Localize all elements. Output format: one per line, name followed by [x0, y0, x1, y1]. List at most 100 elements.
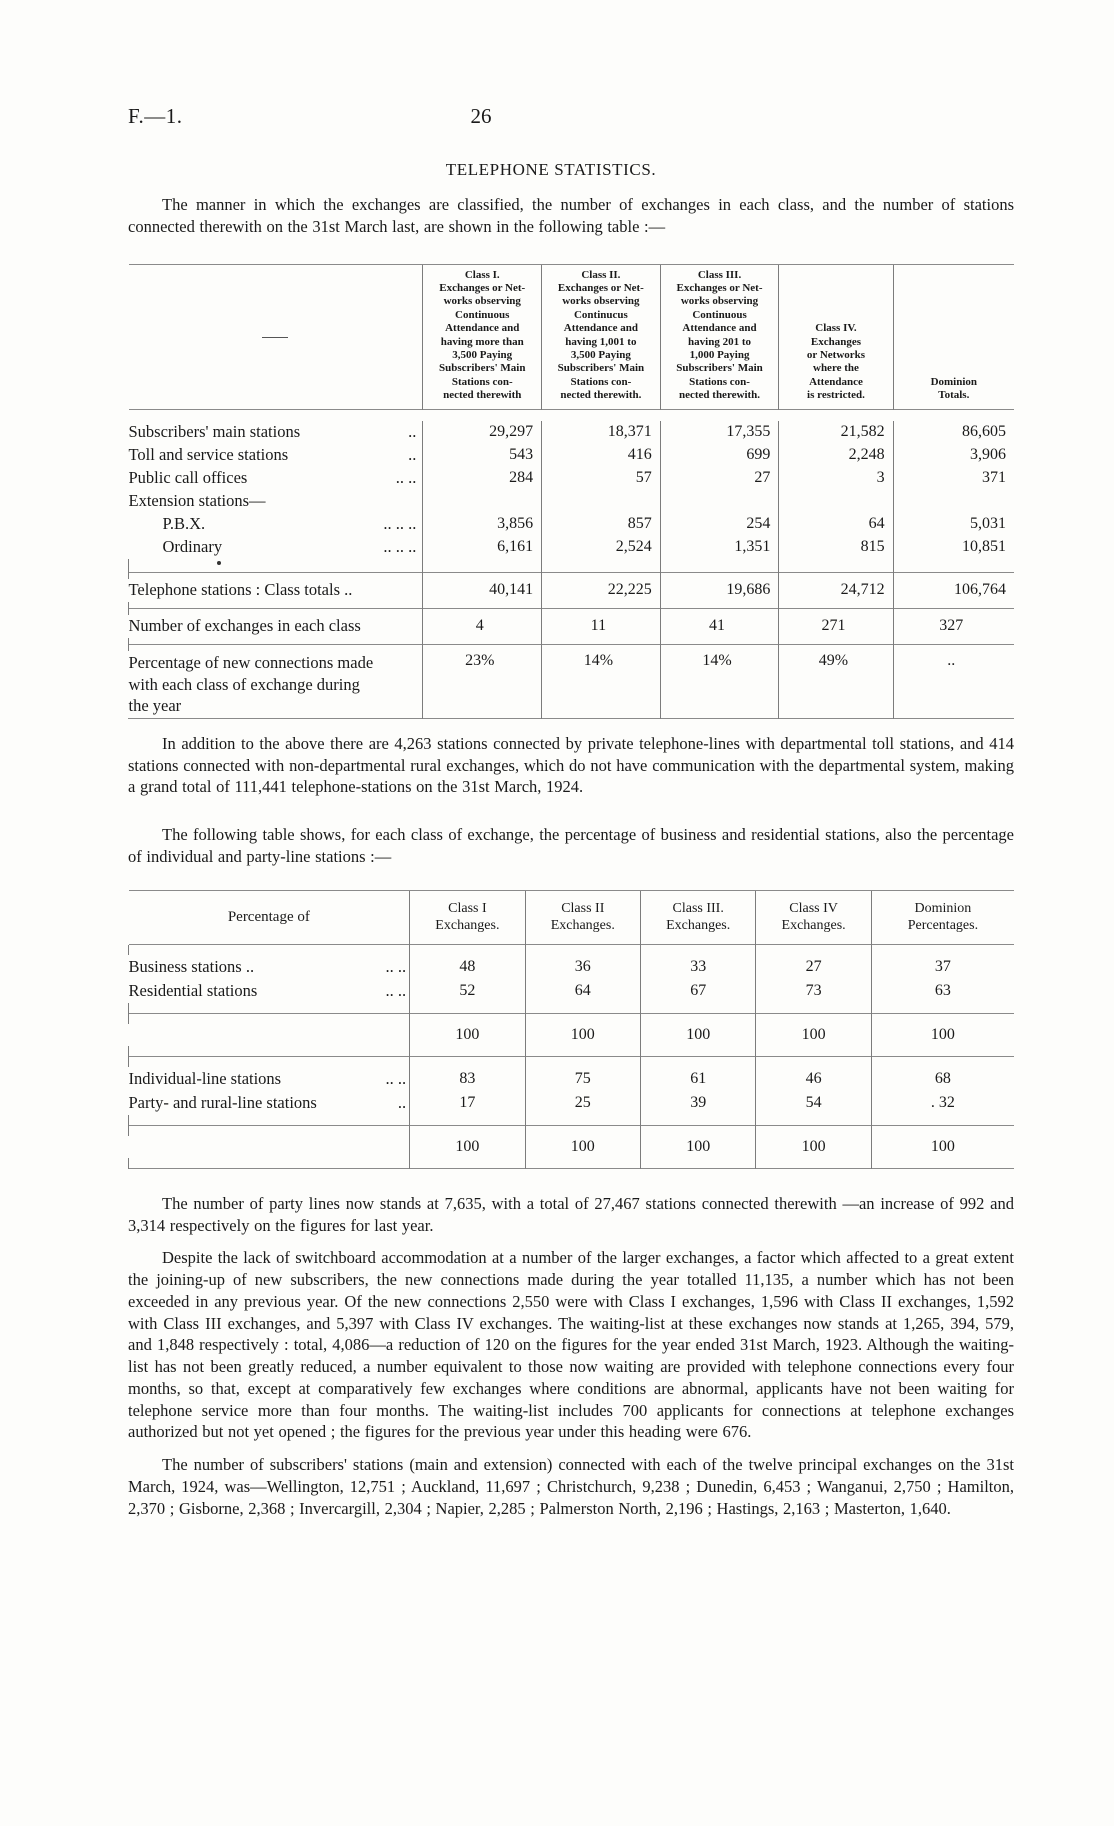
cell-class2: 25 [524, 1090, 641, 1115]
table2-header-rule [128, 943, 1014, 945]
spacer-cell [524, 1157, 641, 1169]
table2-spacer [127, 1045, 1014, 1057]
rule-dom [871, 943, 1014, 945]
spacer-cell [422, 601, 542, 609]
cell-class3: 67 [639, 978, 756, 1003]
rule-c1 [422, 571, 542, 573]
cell-class2: 64 [524, 978, 641, 1003]
spacer-cell [541, 637, 661, 645]
cell-class1: 284 [422, 466, 542, 490]
cell-class1: 17 [409, 1090, 526, 1115]
subtotal1-class2: 100 [524, 1023, 641, 1046]
bullet-dom [892, 558, 1014, 573]
spacer-cell [870, 1013, 1014, 1024]
row-label-pbx: P.B.X. .. .. .. [129, 513, 423, 536]
document-reference: F.—1. [128, 104, 183, 128]
rule-stub [127, 571, 423, 573]
bullet-c1 [422, 558, 542, 573]
table1-bullet-row [127, 558, 1014, 573]
spacer-cell [778, 601, 894, 609]
table-row: P.B.X. .. .. .. 3,856 857 254 64 5,031 [129, 512, 1014, 536]
spacer-cell [755, 1045, 872, 1057]
spacer-cell [409, 1157, 526, 1169]
table-row: Extension stations— [129, 489, 1014, 513]
spacer-cell [639, 944, 756, 955]
rule-c3 [659, 607, 779, 609]
cell-class3: 254 [659, 512, 779, 536]
table-row: Subscribers' main stations .. 29,297 18,… [128, 420, 1014, 444]
spacer-cell [639, 1114, 756, 1126]
subtotal1-label [129, 1024, 410, 1046]
rule-dom [892, 643, 1014, 645]
cell-class1: 6,161 [422, 535, 542, 559]
cell-class2: 2,524 [541, 535, 661, 559]
cell-class1 [422, 489, 542, 513]
cell-class3: 41 [659, 614, 779, 638]
paragraph-switchboard-accommodation: Despite the lack of switchboard accommod… [128, 1248, 1014, 1442]
spacer-cell [755, 1002, 872, 1014]
spacer-cell [755, 1013, 872, 1024]
table2-col-header-class2: Class II Exchanges. [524, 890, 641, 945]
cell-dominion: 63 [870, 978, 1014, 1003]
spacer-cell [779, 410, 893, 421]
spacer-cell [127, 1056, 410, 1067]
table2-top-rule [128, 889, 1014, 891]
rule-c1 [422, 718, 542, 719]
paragraph-party-lines: The number of party lines now stands at … [128, 1193, 1014, 1235]
col-header-text: Dominion Totals. [930, 375, 978, 402]
bullet-stub [127, 558, 423, 573]
cell-class3: 33 [639, 954, 756, 979]
table2-spacer [127, 1157, 1014, 1169]
page-content: F.—1. 26 TELEPHONE STATISTICS. The manne… [127, 104, 1014, 1519]
table-row-class-totals: Telephone stations : Class totals .. 40,… [129, 578, 1014, 602]
table2-spacer [127, 1013, 1014, 1024]
table2-bottom-rule [127, 1167, 1014, 1169]
bullet-dot-icon [217, 560, 221, 565]
spacer-cell [409, 1013, 526, 1024]
spacer-cell [127, 1045, 410, 1057]
cell-class4: 3 [778, 466, 894, 490]
rule-c4 [755, 1167, 872, 1169]
spacer-cell [870, 1045, 1014, 1057]
spacer-cell [755, 1157, 872, 1169]
spacer-cell [778, 637, 894, 645]
table2-col-header-class4: Class IV Exchanges. [755, 890, 872, 945]
spacer-cell [409, 1002, 526, 1014]
rule-c1 [409, 889, 526, 891]
rule-c1 [422, 643, 542, 645]
percentage-statistics-table: Percentage of Class I Exchanges. Class I… [127, 889, 1014, 1169]
col-header-text: Class I. Exchanges or Net- works observi… [439, 268, 526, 402]
table2-spacer [127, 1114, 1014, 1126]
cell-class3: 17,355 [659, 420, 779, 444]
spacer-cell [542, 410, 661, 421]
spacer-cell [422, 644, 542, 651]
row-label-ordinary: Ordinary .. .. .. [129, 536, 423, 559]
cell-class1: 48 [409, 954, 526, 979]
spacer-cell [127, 1157, 410, 1169]
table2-mid-rule [127, 1055, 1014, 1057]
spacer-cell [409, 1114, 526, 1126]
rule-dom [870, 1124, 1014, 1126]
rule-c3 [639, 1012, 756, 1014]
rule-c2 [541, 718, 661, 719]
cell-dominion: 106,764 [892, 578, 1014, 602]
rule-dom [870, 1167, 1014, 1169]
spacer-cell [870, 1114, 1014, 1126]
spacer-cell [524, 1114, 641, 1126]
spacer-cell [870, 1157, 1014, 1169]
cell-dominion: . 32 [870, 1090, 1014, 1115]
rule-c3 [639, 1124, 756, 1126]
spacer-cell [755, 1125, 872, 1136]
row-leader-dots: .. .. [395, 468, 417, 488]
cell-class2: 18,371 [541, 420, 661, 444]
table1-spacer [127, 601, 1014, 609]
row-label-public-call-offices: Public call offices .. .. [129, 467, 423, 490]
bullet-c4 [778, 558, 894, 573]
row-label-residential-stations: Residential stations .. .. [129, 979, 410, 1003]
cell-class3: 61 [639, 1066, 756, 1091]
spacer-cell [524, 1002, 641, 1014]
subtotal2-label [129, 1136, 410, 1158]
row-label-text: Subscribers' main stations [128, 422, 301, 442]
row-leader-dots: .. .. [385, 956, 407, 976]
